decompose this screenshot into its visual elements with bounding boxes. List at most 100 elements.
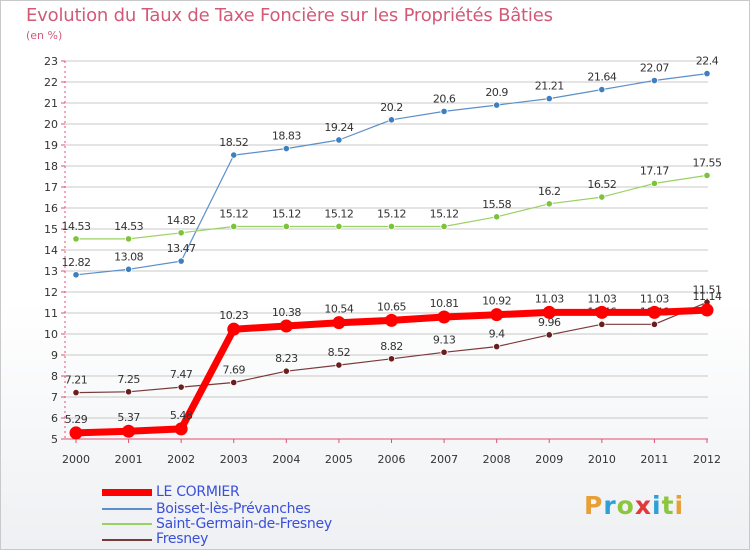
data-point: [282, 144, 290, 153]
data-label: 12.82: [62, 256, 91, 269]
data-point: [177, 229, 185, 237]
data-point: [440, 348, 448, 356]
data-label: 15.12: [219, 207, 248, 220]
legend-label-fresney: Fresney: [156, 531, 209, 547]
data-point: [598, 193, 606, 201]
data-label: 8.82: [380, 340, 403, 353]
data-point: [700, 303, 714, 317]
legend-swatch-le-cormier: [102, 489, 152, 496]
chart-title: Evolution du Taux de Taxe Foncière sur l…: [26, 5, 553, 26]
data-label: 11.03: [587, 292, 616, 305]
data-point: [542, 305, 556, 319]
legend-label-le-cormier: LE CORMIER: [156, 484, 240, 500]
data-label: 13.47: [167, 242, 196, 255]
data-label: 17.17: [640, 164, 669, 177]
data-label: 5.48: [170, 409, 193, 422]
data-point: [177, 383, 185, 391]
x-tick-label: 2008: [483, 453, 511, 466]
y-tick-label: 20: [44, 118, 58, 131]
data-point: [545, 331, 553, 339]
legend-swatch-fresney: [102, 539, 152, 541]
y-tick-label: 21: [44, 97, 58, 110]
x-tick-label: 2009: [535, 453, 563, 466]
y-tick-label: 8: [51, 370, 58, 383]
logo-letter: t: [661, 491, 675, 520]
data-point: [595, 305, 609, 319]
data-point: [493, 213, 501, 221]
data-point: [440, 107, 448, 116]
data-label: 19.24: [324, 121, 353, 134]
data-point: [650, 179, 659, 188]
data-point: [387, 116, 396, 124]
data-label: 9.96: [538, 316, 561, 329]
y-tick-label: 11: [44, 307, 58, 320]
logo-letter: x: [634, 491, 652, 520]
data-point: [122, 424, 136, 438]
data-point: [440, 222, 448, 231]
x-tick-label: 2000: [62, 453, 90, 466]
data-point: [647, 305, 661, 319]
data-label: 10.65: [377, 300, 406, 313]
data-point: [69, 426, 83, 440]
data-label: 15.12: [430, 207, 459, 220]
data-point: [282, 367, 290, 375]
data-label: 10.81: [430, 297, 459, 310]
data-point: [493, 101, 501, 109]
data-label: 20.6: [433, 92, 456, 105]
data-label: 14.53: [114, 220, 143, 233]
data-label: 5.29: [65, 413, 88, 426]
data-point: [437, 310, 451, 324]
y-tick-label: 16: [44, 202, 58, 215]
data-point: [703, 70, 711, 78]
data-label: 11.51: [693, 283, 722, 296]
data-label: 15.12: [272, 207, 301, 220]
y-tick-label: 13: [44, 265, 58, 278]
data-label: 9.4: [489, 328, 505, 341]
data-point: [279, 319, 293, 333]
data-label: 22.4: [696, 55, 719, 68]
data-point: [387, 222, 396, 231]
data-label: 7.21: [65, 374, 88, 387]
x-tick-label: 2012: [693, 453, 721, 466]
data-label: 10.23: [219, 309, 248, 322]
data-label: 7.25: [117, 373, 140, 386]
logo-letter: i: [674, 491, 685, 520]
y-tick-label: 7: [51, 391, 58, 404]
data-label: 11.03: [535, 292, 564, 305]
y-tick-label: 15: [44, 223, 58, 236]
data-label: 16.52: [587, 178, 616, 191]
data-label: 13.08: [114, 250, 143, 263]
data-label: 11.14: [693, 290, 722, 303]
data-point: [230, 151, 238, 159]
data-point: [335, 136, 343, 144]
data-point: [703, 171, 711, 180]
data-label: 21.64: [587, 71, 616, 84]
data-label: 16.2: [538, 185, 561, 198]
data-point: [72, 271, 80, 279]
data-point: [174, 422, 188, 436]
y-tick-label: 18: [44, 160, 58, 173]
data-label: 10.38: [272, 306, 301, 319]
logo-letter: P: [584, 491, 604, 520]
data-label: 15.58: [482, 198, 511, 211]
data-point: [387, 355, 396, 363]
data-label: 5.37: [117, 411, 140, 424]
data-point: [650, 320, 659, 328]
legend-label-boisset: Boisset-lès-Prévanches: [156, 501, 311, 517]
data-point: [282, 222, 290, 231]
x-tick-label: 2004: [272, 453, 300, 466]
data-label: 9.13: [433, 333, 456, 346]
data-point: [72, 235, 80, 243]
x-tick-label: 2003: [220, 453, 248, 466]
data-label: 11.03: [640, 292, 669, 305]
data-label: 7.47: [170, 368, 193, 381]
logo-letter: i: [652, 491, 662, 520]
data-label: 10.54: [324, 303, 353, 316]
data-point: [598, 320, 606, 328]
data-point: [493, 342, 501, 351]
y-tick-label: 22: [44, 76, 58, 89]
x-tick-label: 2001: [115, 453, 143, 466]
data-label: 17.55: [693, 156, 722, 169]
data-label: 14.82: [167, 214, 196, 227]
y-tick-label: 23: [44, 55, 58, 68]
